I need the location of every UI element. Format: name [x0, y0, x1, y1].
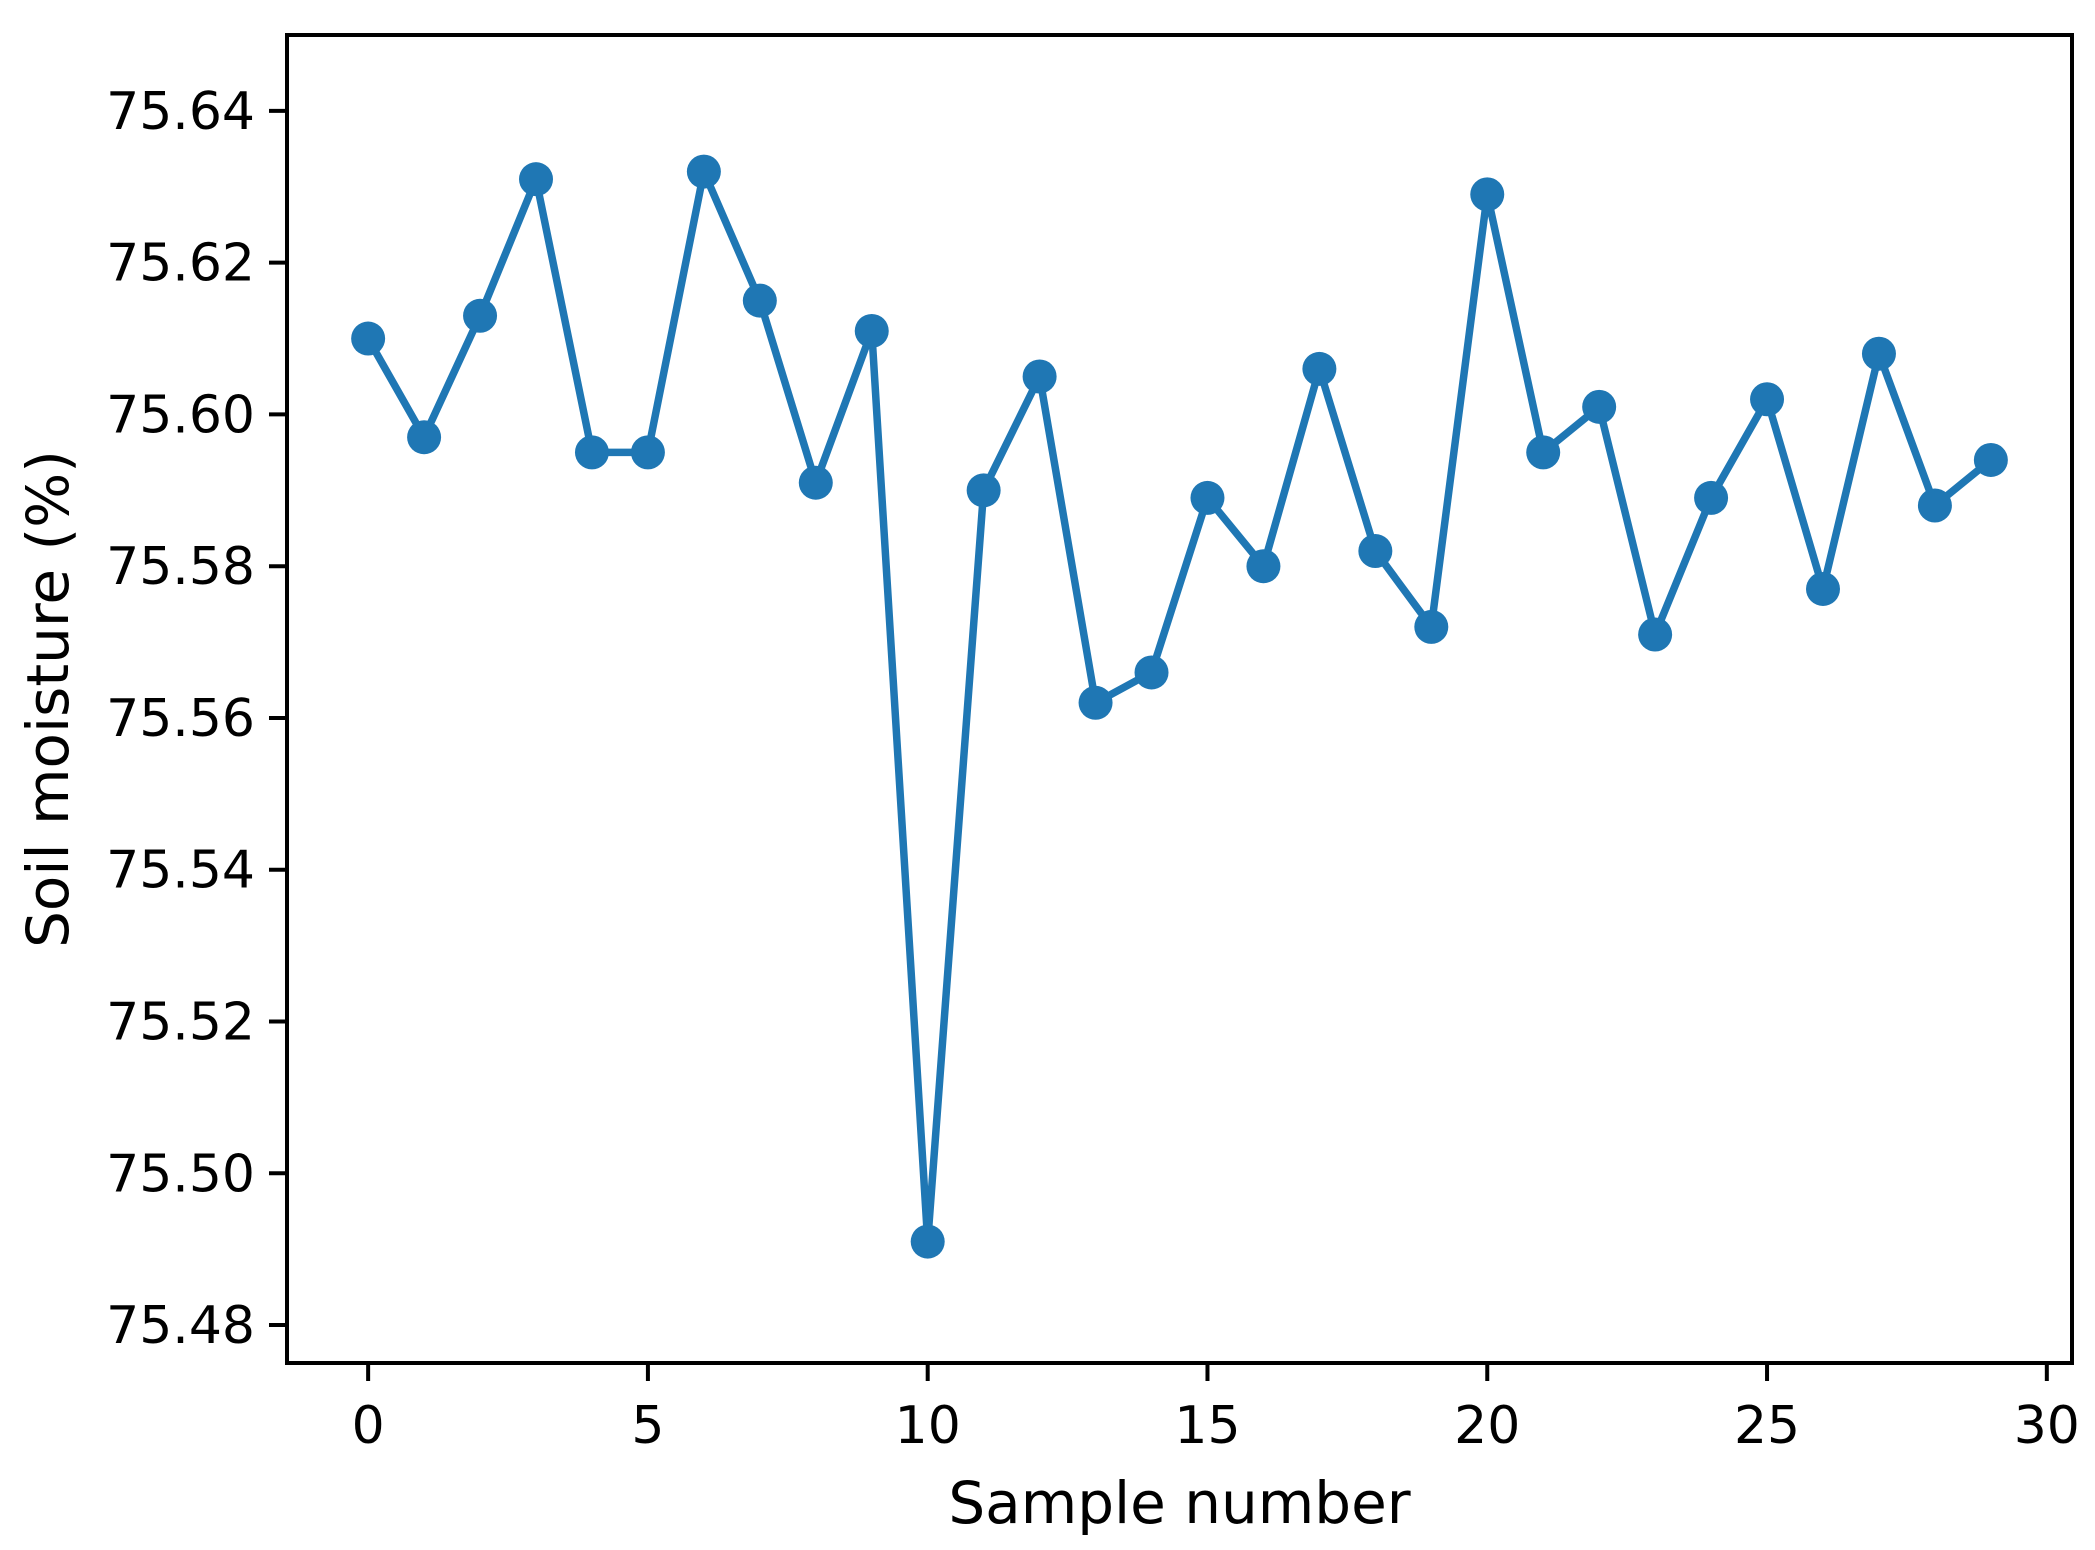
y-axis-label: Soil moisture (%): [14, 450, 82, 948]
y-tick-label: 75.60: [106, 385, 255, 445]
data-point: [351, 321, 386, 356]
data-point: [1526, 435, 1561, 470]
data-point: [854, 313, 889, 348]
x-tick-label: 5: [631, 1396, 664, 1456]
y-tick-label: 75.62: [106, 234, 255, 294]
data-point: [910, 1224, 945, 1259]
y-tick-label: 75.48: [106, 1296, 255, 1356]
data-point: [1973, 442, 2008, 477]
y-tick-label: 75.64: [106, 82, 255, 142]
data-point: [1694, 480, 1729, 515]
data-point: [798, 465, 833, 500]
data-point: [1302, 351, 1337, 386]
x-tick-label: 10: [895, 1396, 961, 1456]
data-series: [351, 154, 2008, 1259]
data-point: [407, 420, 442, 455]
x-tick-label: 20: [1454, 1396, 1520, 1456]
x-axis-ticks: 0 5 10 15 20 25 30: [352, 1363, 2080, 1456]
data-point: [1917, 488, 1952, 523]
data-point: [1078, 685, 1113, 720]
y-tick-label: 75.56: [106, 689, 255, 749]
data-point: [1582, 389, 1617, 424]
data-point: [463, 298, 498, 333]
x-tick-label: 0: [352, 1396, 385, 1456]
y-tick-label: 75.54: [106, 841, 255, 901]
y-tick-label: 75.58: [106, 537, 255, 597]
data-point: [1805, 571, 1840, 606]
data-point: [1750, 382, 1785, 417]
data-point: [966, 473, 1001, 508]
y-tick-label: 75.52: [106, 993, 255, 1053]
x-axis-label: Sample number: [948, 1469, 1410, 1537]
y-tick-label: 75.50: [106, 1144, 255, 1204]
data-point: [1638, 617, 1673, 652]
data-point: [1470, 177, 1505, 212]
data-point: [1134, 655, 1169, 690]
data-point: [630, 435, 665, 470]
data-point: [574, 435, 609, 470]
data-point: [742, 283, 777, 318]
y-axis-ticks: 75.48 75.50 75.52 75.54 75.56 75.58 75.60 75.62…: [106, 82, 287, 1356]
data-point: [519, 162, 554, 197]
x-tick-label: 15: [1174, 1396, 1240, 1456]
data-point: [1022, 359, 1057, 394]
data-point: [1358, 534, 1393, 569]
x-tick-label: 25: [1734, 1396, 1800, 1456]
data-point: [1246, 549, 1281, 584]
data-point: [1190, 480, 1225, 515]
plot-border: [285, 33, 2074, 1365]
data-point: [1861, 336, 1896, 371]
data-point: [1414, 609, 1449, 644]
x-tick-label: 30: [2014, 1396, 2080, 1456]
data-point: [686, 154, 721, 189]
